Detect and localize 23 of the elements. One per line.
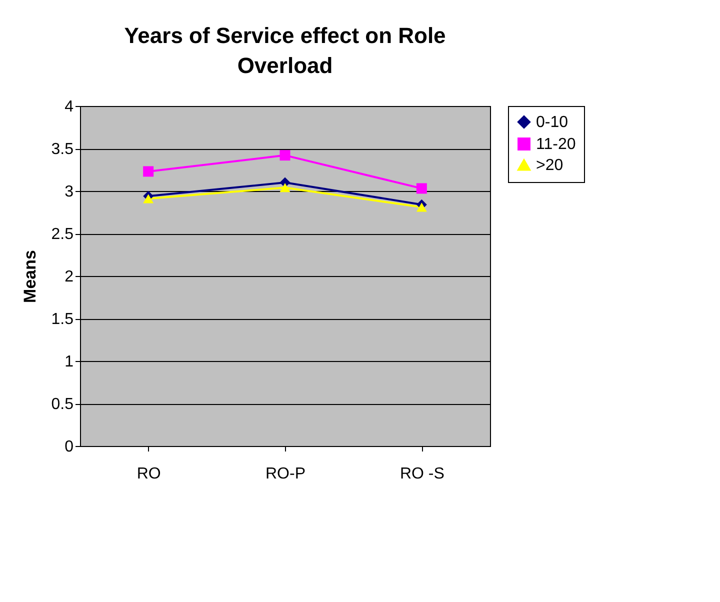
y-tick-label: 2.5	[51, 226, 74, 243]
x-tick-label: RO -S	[400, 466, 444, 482]
legend-label: 11-20	[536, 136, 576, 153]
legend-label: >20	[536, 157, 564, 174]
y-tick-label: 1.5	[51, 311, 74, 328]
y-tick-label: 4	[64, 98, 74, 116]
point	[280, 150, 290, 161]
y-tick-label: 0	[64, 438, 74, 456]
y-tick-label: 1	[64, 354, 74, 370]
x-tick-label: RO-P	[266, 466, 306, 482]
point	[143, 194, 154, 204]
y-tick-label: 2	[64, 268, 74, 286]
y-axis-title: Means	[20, 250, 40, 303]
y-tick-label: 0.5	[51, 396, 74, 413]
y-tick-label: 3	[64, 184, 74, 200]
point	[416, 202, 427, 212]
point	[280, 183, 290, 192]
x-tick-label: RO	[136, 466, 161, 482]
point	[143, 166, 154, 177]
point	[416, 183, 427, 194]
legend-label: 0-10	[536, 114, 568, 131]
chart-title: Years of Service effect on Role Overload	[124, 23, 446, 78]
y-tick-label: 3.5	[51, 141, 74, 158]
